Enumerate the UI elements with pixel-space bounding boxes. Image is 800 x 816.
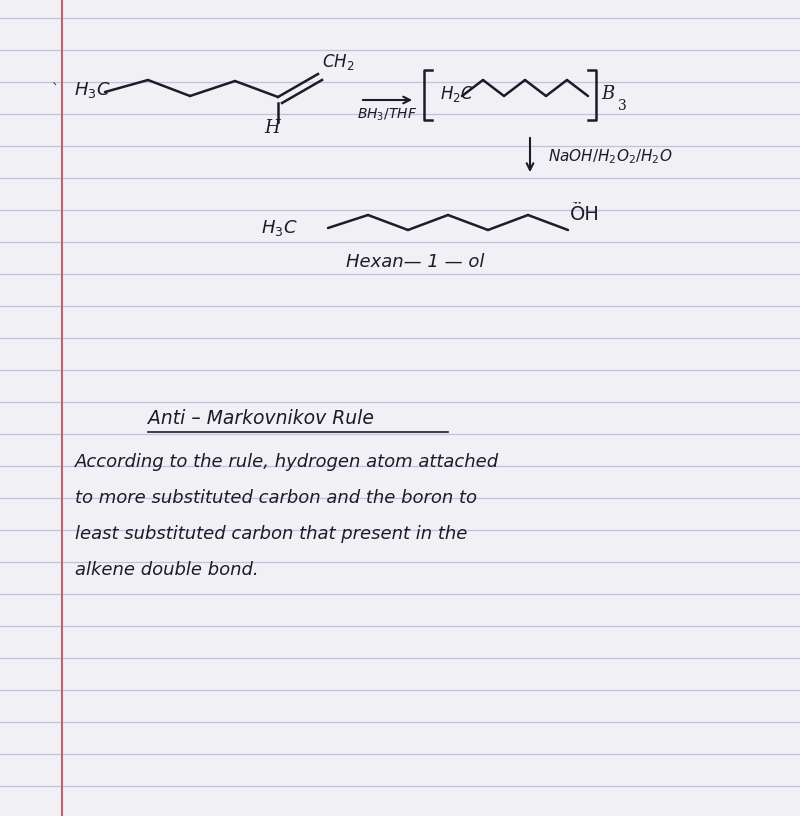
Text: $CH_2$: $CH_2$	[322, 52, 354, 72]
Text: 3: 3	[618, 99, 626, 113]
Text: $NaOH/H_2O_2/H_2O$: $NaOH/H_2O_2/H_2O$	[548, 148, 673, 166]
Text: to more substituted carbon and the boron to: to more substituted carbon and the boron…	[75, 489, 477, 507]
Text: `: `	[51, 83, 58, 97]
Text: $H_3C$: $H_3C$	[262, 218, 298, 238]
Text: H: H	[264, 119, 280, 137]
Text: least substituted carbon that present in the: least substituted carbon that present in…	[75, 525, 467, 543]
Text: B: B	[602, 85, 614, 103]
Text: $BH_3/THF$: $BH_3/THF$	[357, 107, 417, 123]
Text: According to the rule, hydrogen atom attached: According to the rule, hydrogen atom att…	[75, 453, 499, 471]
Text: ··: ··	[572, 198, 579, 208]
Text: Anti – Markovnikov Rule: Anti – Markovnikov Rule	[148, 409, 374, 428]
Text: ÖH: ÖH	[570, 206, 600, 224]
Text: Hexan— 1 — ol: Hexan— 1 — ol	[346, 253, 484, 271]
Text: $H_2C$: $H_2C$	[440, 84, 474, 104]
Text: $H_3C$: $H_3C$	[74, 80, 110, 100]
Text: alkene double bond.: alkene double bond.	[75, 561, 258, 579]
